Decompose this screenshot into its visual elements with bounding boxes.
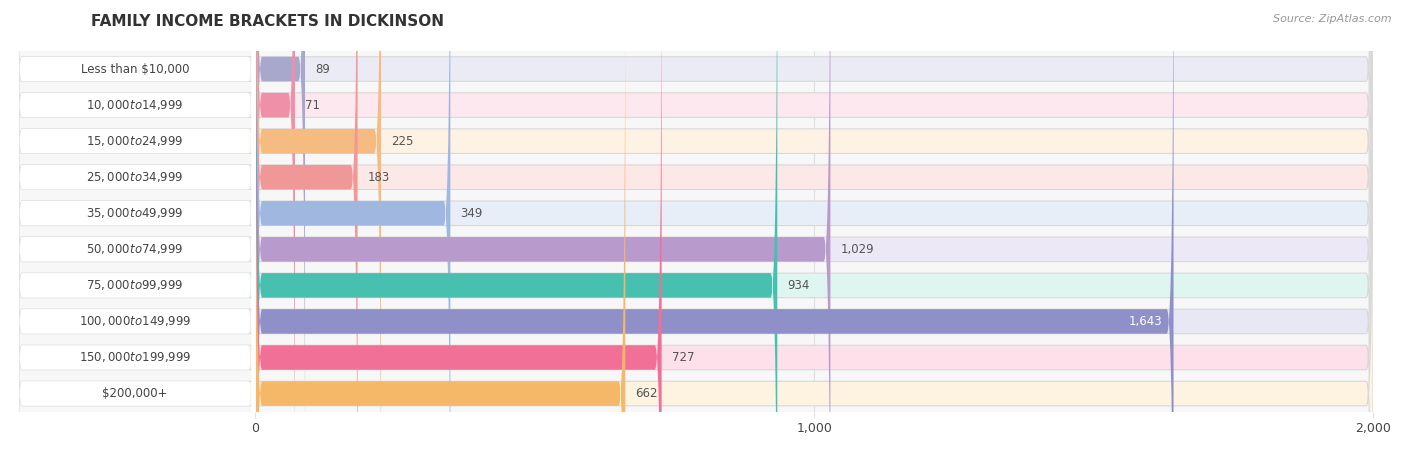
Text: 225: 225 — [391, 135, 413, 148]
FancyBboxPatch shape — [15, 0, 1374, 450]
FancyBboxPatch shape — [15, 0, 256, 450]
FancyBboxPatch shape — [15, 0, 1374, 450]
Text: 183: 183 — [367, 171, 389, 184]
Text: 727: 727 — [672, 351, 695, 364]
FancyBboxPatch shape — [256, 0, 305, 450]
Text: $200,000+: $200,000+ — [103, 387, 167, 400]
Text: $150,000 to $199,999: $150,000 to $199,999 — [79, 351, 191, 364]
Text: 71: 71 — [305, 99, 321, 112]
Text: $15,000 to $24,999: $15,000 to $24,999 — [86, 134, 184, 148]
FancyBboxPatch shape — [15, 0, 1374, 450]
FancyBboxPatch shape — [15, 0, 256, 450]
FancyBboxPatch shape — [15, 0, 256, 450]
FancyBboxPatch shape — [15, 0, 1374, 450]
Text: Less than $10,000: Less than $10,000 — [82, 63, 190, 76]
FancyBboxPatch shape — [15, 0, 256, 450]
FancyBboxPatch shape — [256, 0, 450, 450]
Text: $35,000 to $49,999: $35,000 to $49,999 — [86, 206, 184, 220]
FancyBboxPatch shape — [15, 0, 1374, 450]
FancyBboxPatch shape — [15, 0, 256, 450]
Text: FAMILY INCOME BRACKETS IN DICKINSON: FAMILY INCOME BRACKETS IN DICKINSON — [91, 14, 444, 28]
Text: $25,000 to $34,999: $25,000 to $34,999 — [86, 170, 184, 184]
FancyBboxPatch shape — [15, 0, 256, 450]
FancyBboxPatch shape — [256, 0, 778, 450]
Text: 349: 349 — [460, 207, 482, 220]
FancyBboxPatch shape — [256, 0, 831, 450]
Text: Source: ZipAtlas.com: Source: ZipAtlas.com — [1274, 14, 1392, 23]
FancyBboxPatch shape — [15, 0, 1374, 450]
Text: $100,000 to $149,999: $100,000 to $149,999 — [79, 315, 191, 328]
FancyBboxPatch shape — [256, 0, 295, 450]
Text: 1,029: 1,029 — [841, 243, 875, 256]
FancyBboxPatch shape — [256, 0, 626, 450]
Text: $50,000 to $74,999: $50,000 to $74,999 — [86, 242, 184, 256]
FancyBboxPatch shape — [15, 0, 256, 450]
Text: $10,000 to $14,999: $10,000 to $14,999 — [86, 98, 184, 112]
Text: $75,000 to $99,999: $75,000 to $99,999 — [86, 279, 184, 292]
Text: 934: 934 — [787, 279, 810, 292]
FancyBboxPatch shape — [15, 0, 1374, 450]
FancyBboxPatch shape — [256, 0, 1174, 450]
Text: 662: 662 — [636, 387, 658, 400]
FancyBboxPatch shape — [256, 0, 381, 450]
FancyBboxPatch shape — [256, 0, 357, 450]
FancyBboxPatch shape — [15, 0, 256, 450]
FancyBboxPatch shape — [15, 0, 256, 450]
FancyBboxPatch shape — [15, 0, 256, 450]
FancyBboxPatch shape — [15, 0, 1374, 450]
FancyBboxPatch shape — [256, 0, 662, 450]
Text: 1,643: 1,643 — [1129, 315, 1163, 328]
FancyBboxPatch shape — [15, 0, 1374, 450]
Text: 89: 89 — [315, 63, 330, 76]
FancyBboxPatch shape — [15, 0, 1374, 450]
